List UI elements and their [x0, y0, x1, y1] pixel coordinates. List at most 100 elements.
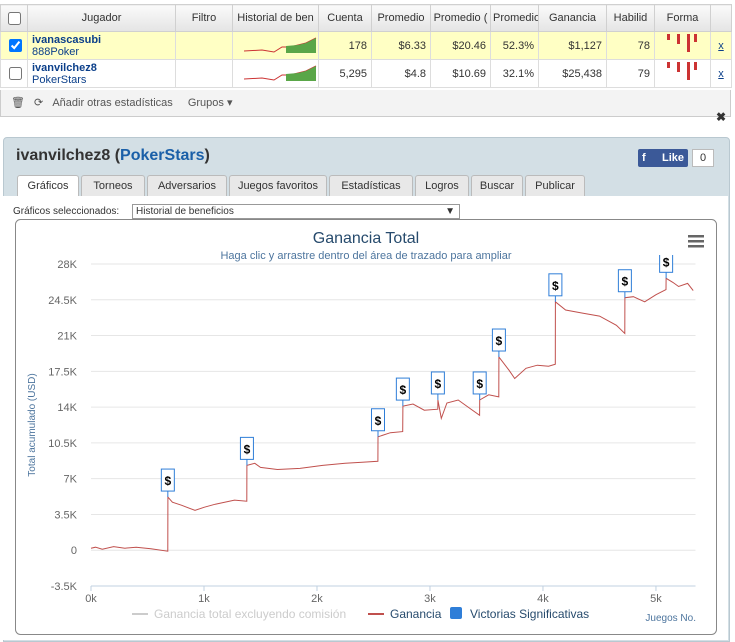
chart-title: Ganancia Total	[313, 230, 419, 247]
flag[interactable]	[430, 371, 445, 395]
tab[interactable]: Gráficos	[17, 175, 79, 196]
groups-caret[interactable]: ▾	[223, 97, 233, 109]
legend-label[interactable]: Ganancia	[390, 607, 442, 621]
header[interactable]: Promedio	[371, 4, 431, 32]
form-cell	[654, 59, 711, 88]
stat-cell: $4.8	[371, 59, 431, 88]
flag[interactable]	[491, 328, 506, 352]
like-text[interactable]: Like	[661, 152, 684, 164]
flag[interactable]	[160, 468, 175, 492]
row-checkbox[interactable]	[0, 59, 28, 88]
y-axis-title: Total acumulado (USD)	[27, 373, 38, 476]
history-cell	[232, 31, 319, 60]
title-part: )	[204, 147, 210, 164]
title-site[interactable]: PokerStars	[120, 147, 205, 164]
trash-icon[interactable]: 🗑	[11, 97, 25, 109]
flag[interactable]	[659, 250, 674, 273]
tab[interactable]: Logros	[415, 175, 469, 196]
flag-label: $	[400, 383, 407, 397]
filter-cell	[175, 31, 233, 60]
stat-cell: $20.46	[430, 31, 491, 60]
select-caret: ▼	[445, 206, 455, 217]
header-row: Jugador Filtro Historial de ben Cuenta P…	[0, 4, 732, 32]
chart-frame	[15, 219, 717, 635]
x-axis-title: Juegos No.	[645, 613, 696, 624]
remove-link[interactable]: x	[710, 31, 732, 60]
header[interactable]: Habilid	[606, 4, 655, 32]
close-button[interactable]: ✖	[716, 110, 727, 124]
refresh-icon[interactable]: ⟳	[34, 97, 44, 109]
stat-cell: 79	[606, 59, 655, 88]
x-tick-label: 5k	[650, 593, 662, 605]
form-bars	[666, 34, 697, 52]
flag-label: $	[663, 255, 670, 269]
menu-icon[interactable]	[688, 235, 704, 248]
flag[interactable]	[370, 408, 385, 432]
legend-swatch[interactable]	[450, 607, 462, 619]
stat-cell: 32.1%	[490, 59, 539, 88]
select-value[interactable]: Historial de beneficios	[136, 206, 234, 217]
flag[interactable]	[239, 436, 254, 460]
header[interactable]: Historial de ben	[232, 4, 319, 32]
stat-cell: 178	[318, 31, 372, 60]
x-tick-label: 2k	[311, 593, 323, 605]
player-row[interactable]: ivanvilchez8 PokerStars 5,295 $4.8 $10.69 32.…	[0, 59, 732, 88]
flag[interactable]	[617, 269, 632, 293]
tab[interactable]: Torneos	[81, 175, 145, 196]
flag-label: $	[476, 377, 483, 391]
legend-label[interactable]: Victorias Significativas	[470, 607, 589, 621]
tab[interactable]: Estadísticas	[329, 175, 413, 196]
check-all[interactable]	[8, 11, 21, 25]
flag[interactable]	[395, 377, 410, 401]
stat-cell: 52.3%	[490, 31, 539, 60]
flag-label: $	[164, 474, 171, 488]
tab[interactable]: Adversarios	[147, 175, 227, 196]
y-tick-label: 7K	[64, 474, 78, 486]
chart-select[interactable]: Historial de beneficios ▼	[132, 204, 460, 219]
chart-subtitle: Haga clic y arrastre dentro del área de …	[220, 250, 511, 262]
checkbox[interactable]	[9, 67, 22, 80]
add-stats[interactable]: Añadir otras estadísticas	[52, 97, 173, 109]
sparkline	[243, 37, 317, 53]
sparkline	[243, 65, 317, 81]
like-button[interactable]: f Like	[638, 149, 688, 167]
tab[interactable]: Juegos favoritos	[229, 175, 327, 196]
checkbox[interactable]	[9, 39, 22, 52]
player-cell[interactable]: ivanascasubi 888Poker	[27, 31, 176, 60]
player-name[interactable]: ivanvilchez8	[32, 61, 97, 74]
player-row[interactable]: ivanascasubi 888Poker 178 $6.33 $20.46 52.3% $…	[0, 31, 732, 60]
flag-label: $	[552, 279, 559, 293]
x-tick-label: 3k	[424, 593, 436, 605]
x-tick-label: 1k	[198, 593, 210, 605]
player-site: 888Poker	[32, 45, 80, 58]
player-cell[interactable]: ivanvilchez8 PokerStars	[27, 59, 176, 88]
panel-title: ivanvilchez8 (PokerStars)	[16, 147, 210, 165]
flag[interactable]	[548, 273, 563, 297]
y-tick-label: 21K	[57, 331, 77, 343]
players-table: Jugador Filtro Historial de ben Cuenta P…	[0, 4, 732, 88]
stat-cell: $1,127	[538, 31, 607, 60]
header[interactable]: Promedio (	[430, 4, 491, 32]
fb-icon: f	[642, 152, 646, 164]
remove-link[interactable]: x	[710, 59, 732, 88]
y-tick-label: 0	[71, 545, 77, 557]
flag-label: $	[244, 442, 251, 456]
y-tick-label: 24.5K	[48, 295, 77, 307]
series-line	[90, 277, 694, 552]
like-count: 0	[692, 149, 714, 167]
stat-cell: $10.69	[430, 59, 491, 88]
x-tick-label: 4k	[537, 593, 549, 605]
y-tick-label: 28K	[57, 259, 77, 271]
groups[interactable]: Grupos	[187, 97, 224, 109]
stat-cell: $25,438	[538, 59, 607, 88]
tab[interactable]: Buscar	[471, 175, 523, 196]
flag[interactable]	[472, 371, 487, 395]
player-name[interactable]: ivanascasubi	[32, 33, 102, 46]
flag-label: $	[496, 334, 503, 348]
tab[interactable]: Publicar	[525, 175, 585, 196]
y-tick-label: 14K	[57, 402, 77, 414]
legend-label[interactable]: Ganancia total excluyendo comisión	[154, 607, 346, 621]
